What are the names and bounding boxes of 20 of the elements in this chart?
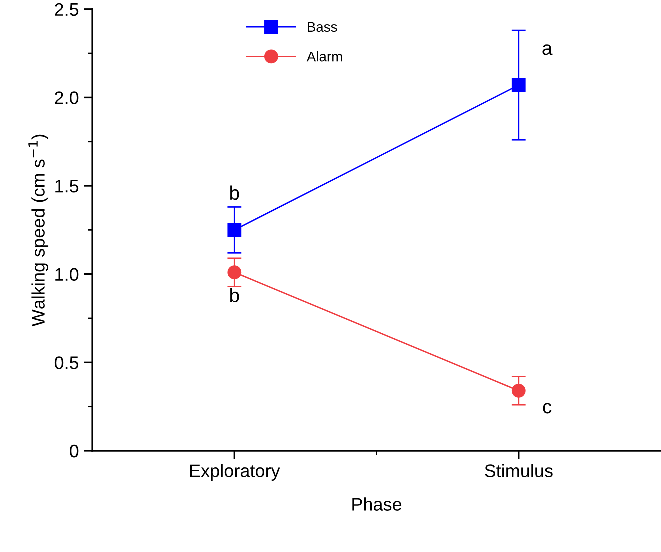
y-tick-label: 1.5 xyxy=(56,180,79,193)
point xyxy=(512,384,526,398)
x-tick-label: Stimulus xyxy=(485,464,553,478)
point xyxy=(228,266,242,280)
x-tick-label: Exploratory xyxy=(190,464,280,482)
annotation: b xyxy=(230,288,240,303)
y-tick-label: 2.5 xyxy=(55,3,79,16)
point xyxy=(512,78,526,92)
annotation: c xyxy=(543,403,552,414)
annotation: b xyxy=(230,186,240,200)
annotation: a xyxy=(542,44,553,56)
y-tick-label: 1.0 xyxy=(56,268,79,282)
y-tick-label: 0.5 xyxy=(54,356,79,370)
point xyxy=(228,223,242,238)
y-axis-title: Walking speed (cm s$^{−1}$) xyxy=(28,134,49,327)
legend-label: Alarm xyxy=(306,52,342,62)
y-tick-label: 0 xyxy=(70,444,79,458)
legend-label: Bass xyxy=(308,22,338,32)
y-tick-label: 2.0 xyxy=(55,92,79,104)
x-axis-title: Phase xyxy=(352,498,402,511)
